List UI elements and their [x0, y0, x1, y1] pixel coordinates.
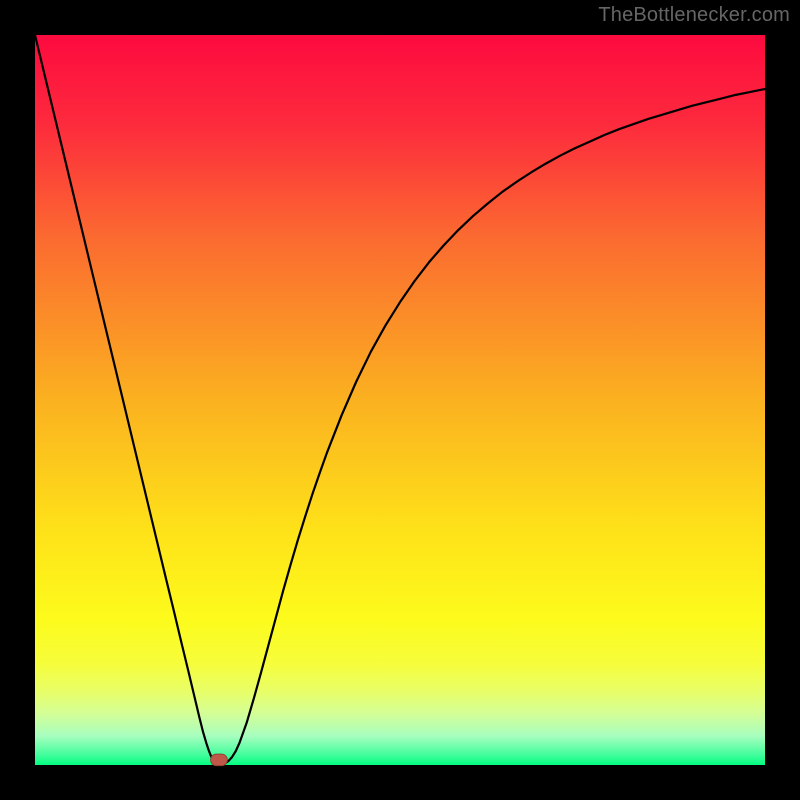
- chart-frame: TheBottlenecker.com: [0, 0, 800, 800]
- minimum-marker: [211, 754, 228, 766]
- bottleneck-plot-svg: [0, 0, 800, 800]
- watermark-text: TheBottlenecker.com: [598, 4, 790, 27]
- plot-background: [35, 35, 765, 765]
